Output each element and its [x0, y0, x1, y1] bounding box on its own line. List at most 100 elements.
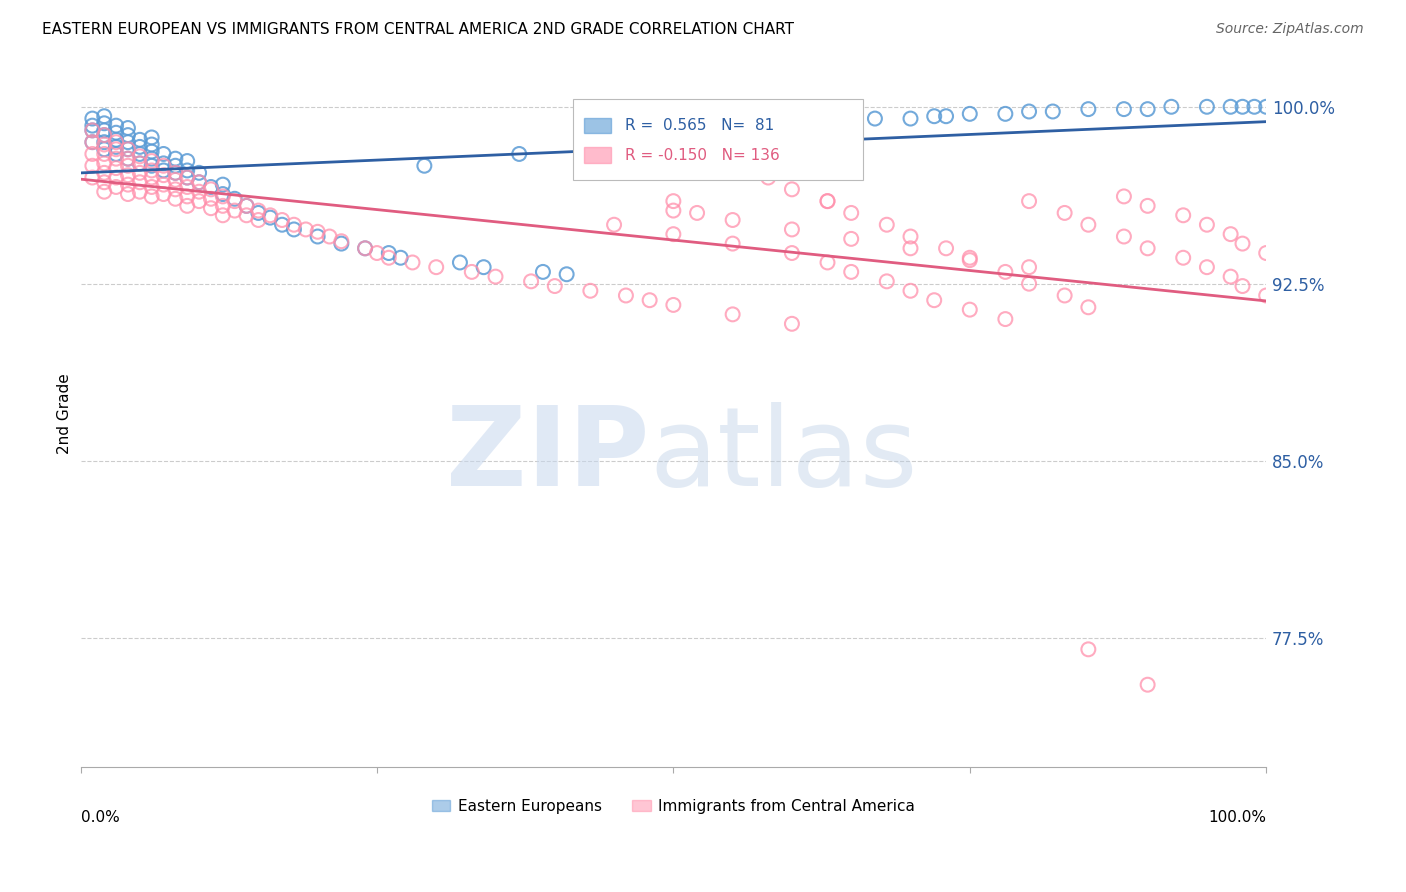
Point [922, 293, 945, 308]
Point [141, 180, 163, 194]
Point [211, 199, 233, 213]
Point [721, 213, 744, 227]
Point [1256, 288, 1278, 302]
Point [1256, 100, 1278, 114]
Point [224, 192, 246, 206]
Point [1232, 236, 1254, 251]
Point [271, 213, 294, 227]
Point [128, 140, 150, 154]
Point [141, 189, 163, 203]
Point [188, 175, 211, 189]
Point [141, 170, 163, 185]
Point [247, 213, 270, 227]
Point [128, 175, 150, 189]
Point [1112, 229, 1135, 244]
FancyBboxPatch shape [572, 98, 863, 180]
Point [1018, 260, 1040, 275]
Point [508, 147, 530, 161]
Point [176, 163, 198, 178]
Point [935, 241, 957, 255]
Point [211, 187, 233, 202]
Point [1042, 104, 1064, 119]
Point [176, 199, 198, 213]
Point [93, 185, 115, 199]
Point [1195, 100, 1218, 114]
Point [1195, 260, 1218, 275]
Point [117, 142, 139, 156]
Point [1173, 251, 1195, 265]
Point [82, 159, 104, 173]
Point [283, 218, 305, 232]
Point [662, 194, 685, 208]
Text: 100.0%: 100.0% [1208, 810, 1267, 825]
Point [425, 260, 447, 275]
Point [1018, 277, 1040, 291]
Point [200, 201, 222, 215]
Point [117, 168, 139, 182]
Point [165, 173, 187, 187]
Point [82, 123, 104, 137]
Point [128, 156, 150, 170]
Point [200, 192, 222, 206]
Point [555, 267, 578, 281]
Point [876, 218, 898, 232]
Point [200, 180, 222, 194]
Point [93, 175, 115, 189]
Point [461, 265, 484, 279]
Point [141, 163, 163, 178]
Point [105, 161, 128, 175]
Point [93, 137, 115, 152]
Point [1018, 194, 1040, 208]
Point [994, 312, 1017, 326]
Point [117, 178, 139, 192]
Point [721, 236, 744, 251]
Point [188, 185, 211, 199]
Point [1077, 218, 1099, 232]
Point [235, 199, 257, 213]
Point [330, 234, 353, 248]
Point [188, 175, 211, 189]
Point [211, 189, 233, 203]
Point [1160, 100, 1182, 114]
Point [378, 251, 401, 265]
Point [1136, 199, 1159, 213]
Point [93, 123, 115, 137]
Point [82, 135, 104, 149]
Point [165, 192, 187, 206]
Text: R = -0.150   N= 136: R = -0.150 N= 136 [624, 148, 779, 162]
Point [105, 180, 128, 194]
Point [354, 241, 377, 255]
Point [1053, 288, 1076, 302]
Point [1077, 102, 1099, 116]
Point [959, 251, 981, 265]
Point [105, 133, 128, 147]
Point [531, 265, 554, 279]
Point [876, 274, 898, 288]
Point [1136, 102, 1159, 116]
Point [271, 218, 294, 232]
Point [1077, 300, 1099, 314]
Point [1243, 100, 1265, 114]
Point [128, 149, 150, 163]
Point [105, 135, 128, 149]
Point [900, 229, 922, 244]
Point [378, 246, 401, 260]
Point [780, 317, 803, 331]
Point [141, 130, 163, 145]
Point [152, 178, 174, 192]
Point [780, 222, 803, 236]
Point [603, 218, 626, 232]
Point [1136, 678, 1159, 692]
Point [1219, 227, 1241, 242]
Point [1219, 269, 1241, 284]
Point [188, 166, 211, 180]
Point [1018, 104, 1040, 119]
Point [839, 265, 862, 279]
Point [152, 147, 174, 161]
Point [484, 269, 506, 284]
Point [1136, 241, 1159, 255]
Bar [585, 118, 610, 133]
Point [105, 170, 128, 185]
Point [1112, 189, 1135, 203]
Point [93, 128, 115, 142]
